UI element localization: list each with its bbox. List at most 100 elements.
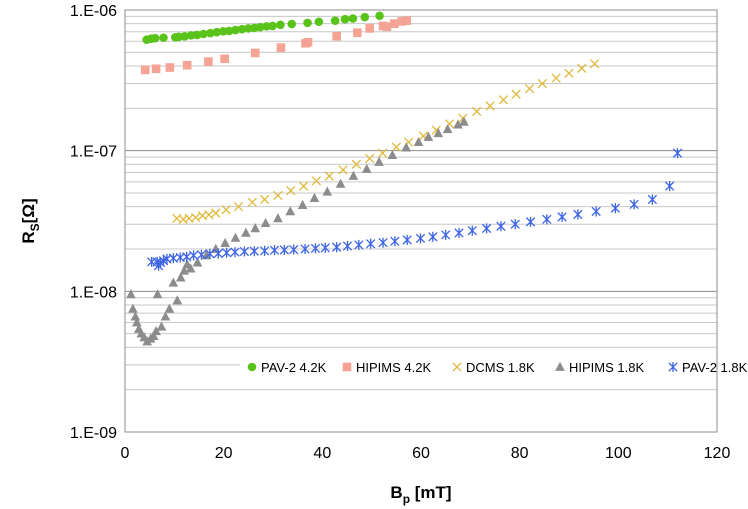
data-point: [402, 16, 411, 25]
data-point: [555, 361, 565, 371]
legend-entry-label: DCMS 1.8K: [466, 360, 535, 375]
x-tick-label: 120: [704, 445, 731, 462]
data-point: [180, 32, 189, 41]
data-point: [205, 248, 215, 259]
x-axis-label-main: B: [390, 483, 402, 502]
data-point: [175, 272, 186, 282]
data-point: [387, 149, 398, 159]
y-tick-label: 1.E-06: [70, 3, 117, 20]
data-point: [150, 33, 160, 43]
data-point: [589, 59, 600, 69]
x-axis-label-unit: [mT]: [410, 483, 452, 502]
data-point: [453, 119, 463, 129]
x-axis-label-sub: p: [403, 492, 410, 506]
data-point: [151, 64, 161, 74]
data-point: [459, 116, 469, 126]
data-point: [269, 245, 280, 256]
x-tick-label: 60: [412, 445, 430, 462]
data-point: [156, 321, 167, 331]
data-point: [172, 295, 183, 305]
legend-entry-label: PAV-2 1.8K: [682, 360, 748, 375]
data-point: [160, 311, 171, 321]
data-point: [320, 242, 330, 253]
data-point: [286, 185, 296, 196]
y-axis-label-sub: S: [28, 223, 42, 231]
data-point: [130, 311, 141, 321]
data-point: [152, 289, 163, 299]
data-point: [577, 63, 587, 73]
y-tick-label: 1.E-07: [70, 144, 117, 161]
data-point: [629, 199, 639, 210]
data-point: [259, 194, 270, 205]
data-point: [298, 181, 309, 191]
data-point: [496, 221, 506, 232]
data-point: [311, 176, 322, 186]
series-pav-2-4-2k: [142, 11, 384, 44]
data-point: [206, 28, 215, 38]
data-point: [511, 89, 521, 99]
data-point: [354, 239, 364, 250]
data-point: [324, 171, 334, 181]
data-point: [126, 289, 136, 299]
data-point: [220, 237, 230, 248]
data-point: [249, 246, 259, 257]
data-point: [192, 30, 202, 40]
data-marks: [126, 11, 683, 346]
data-point: [390, 236, 400, 247]
data-point: [231, 25, 240, 35]
legend-entry-label: HIPIMS 4.2K: [356, 360, 431, 375]
data-point: [338, 165, 348, 175]
data-point: [348, 14, 358, 23]
data-point: [467, 225, 477, 236]
data-point: [182, 251, 192, 262]
series-dcms-1-8k: [172, 59, 600, 224]
data-point: [268, 21, 277, 31]
data-point: [525, 216, 536, 227]
data-point: [472, 106, 482, 117]
data-point: [498, 95, 509, 105]
data-point: [365, 153, 375, 164]
x-tick-labels: 0 20 40 60 80 100 120: [121, 445, 731, 462]
data-point: [148, 330, 159, 341]
data-point: [289, 244, 299, 255]
data-point: [224, 26, 234, 36]
data-point: [199, 29, 208, 39]
data-point: [204, 210, 214, 220]
data-point: [452, 362, 462, 372]
data-point: [335, 178, 346, 188]
data-point: [374, 156, 384, 166]
data-point: [190, 212, 201, 223]
data-point: [564, 68, 574, 78]
data-point: [250, 48, 260, 58]
data-point: [348, 170, 359, 180]
y-tick-label: 1.E-08: [70, 284, 117, 301]
data-point: [360, 12, 370, 22]
data-point: [233, 201, 244, 212]
data-point: [188, 250, 199, 261]
data-point: [391, 142, 401, 152]
grid: [125, 15, 717, 391]
data-point: [221, 205, 231, 215]
data-point: [213, 248, 223, 259]
data-point: [303, 18, 312, 28]
data-point: [382, 22, 392, 32]
data-point: [221, 247, 232, 258]
data-point: [591, 206, 601, 217]
data-point: [185, 263, 196, 273]
data-point: [140, 65, 150, 75]
data-point: [220, 54, 229, 64]
data-point: [322, 186, 333, 196]
legend: PAV-2 4.2K HIPIMS 4.2K DCMS 1.8K HIPIMS 1.8…: [240, 352, 748, 381]
data-point: [551, 73, 561, 83]
x-axis-label: Bp [mT]: [390, 483, 451, 506]
data-point: [415, 233, 426, 244]
x-tick-label: 20: [215, 445, 233, 462]
data-point: [351, 159, 362, 169]
data-point: [542, 214, 552, 225]
data-point: [454, 227, 464, 238]
data-point: [237, 24, 247, 34]
data-point: [331, 242, 342, 253]
legend-background: [240, 352, 716, 381]
data-point: [230, 232, 241, 242]
